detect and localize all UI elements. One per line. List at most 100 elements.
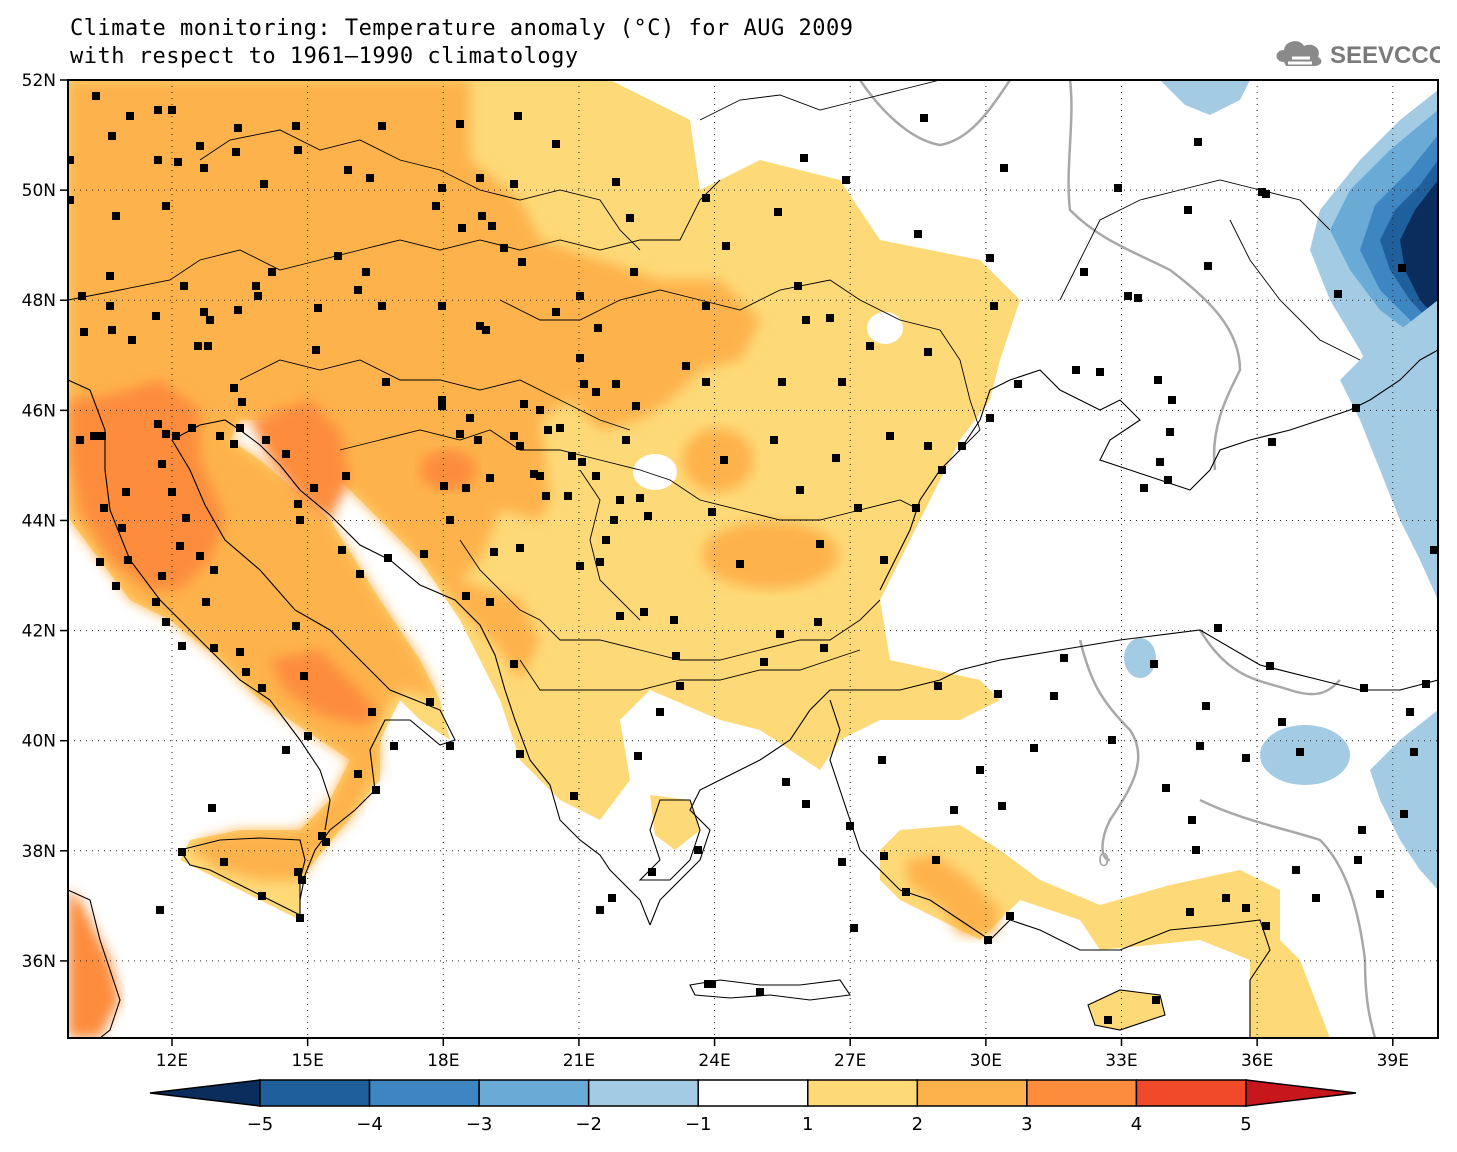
station-marker [420,550,428,558]
station-marker [446,742,454,750]
station-marker [756,988,764,996]
station-marker [542,492,550,500]
station-marker [458,224,466,232]
station-marker [1358,826,1366,834]
station-marker [1334,290,1342,298]
station-marker [354,286,362,294]
zero-contour-5 [1199,798,1377,1038]
station-marker [634,752,642,760]
station-marker [438,184,446,192]
station-marker [1268,438,1276,446]
seevccc-logo: SEEVCCC [1276,41,1440,69]
zero-contour-3 [1078,639,1140,862]
station-marker [636,494,644,502]
border-1 [68,179,721,301]
station-marker [162,202,170,210]
station-marker [382,378,390,386]
colorbar-segment [478,1079,590,1107]
station-marker [576,354,584,362]
station-marker [438,396,446,404]
station-marker [602,536,610,544]
lon-tick-label: 12E [156,1051,188,1071]
lat-tick-label: 44N [22,511,56,531]
station-marker [462,592,470,600]
anomaly-region-3-4-croatia [250,400,350,520]
station-marker [106,302,114,310]
station-marker [1006,912,1014,920]
station-marker [626,214,634,222]
station-marker [578,458,586,466]
zero-contour-2 [1067,80,1242,471]
station-marker [158,572,166,580]
station-marker [820,644,828,652]
station-marker [1204,262,1212,270]
station-marker [596,906,604,914]
anomaly-region-3-4-pannonia [420,450,476,490]
station-marker [152,598,160,606]
station-marker [372,786,380,794]
station-marker [446,516,454,524]
station-marker [616,496,624,504]
station-marker [958,442,966,450]
station-marker [720,456,728,464]
colorbar-segment [697,1079,809,1107]
colorbar-label: 4 [1131,1114,1142,1135]
station-marker [68,196,74,204]
station-marker [774,208,782,216]
station-marker [826,314,834,322]
station-marker [100,504,108,512]
station-marker [608,894,616,902]
station-marker [300,672,308,680]
station-marker [1108,736,1116,744]
station-marker [1376,890,1384,898]
station-marker [1168,396,1176,404]
lon-tick-label: 24E [698,1051,730,1071]
station-marker [154,156,162,164]
lat-tick-label: 38N [22,842,56,862]
station-marker [1166,428,1174,436]
station-marker [438,302,446,310]
station-marker [234,306,242,314]
border-3 [239,359,631,431]
station-marker [924,348,932,356]
station-marker [510,180,518,188]
station-marker [986,414,994,422]
station-marker [648,868,656,876]
station-marker [1242,754,1250,762]
colorbar-label: −5 [247,1114,274,1135]
anomaly-region-1-2-turkey [880,825,1330,1038]
station-marker [220,858,228,866]
station-marker [294,500,302,508]
station-marker [1430,546,1438,554]
station-marker [486,598,494,606]
anomaly-region-2-3 [68,80,760,880]
station-marker [1152,996,1160,1004]
station-marker [1410,748,1418,756]
station-marker [838,378,846,386]
station-marker [314,304,322,312]
station-marker [782,778,790,786]
station-marker [426,698,434,706]
station-marker [476,174,484,182]
station-marker [676,682,684,690]
colorbar-segment [807,1079,919,1107]
station-marker [1080,268,1088,276]
station-marker [258,892,266,900]
station-marker [462,484,470,492]
station-marker [242,668,250,676]
station-marker [112,212,120,220]
station-marker [238,398,246,406]
station-marker [196,552,204,560]
station-marker [516,442,524,450]
station-marker [254,292,262,300]
station-marker [118,524,126,532]
lat-axis: 36N 38N 40N 42N 44N 46N 48N 50N 52N [22,71,68,972]
coast-tunisia [68,889,121,1038]
lon-tick-label: 33E [1105,1051,1137,1071]
station-marker [162,618,170,626]
station-marker [672,652,680,660]
lon-tick-label: 18E [427,1051,459,1071]
coast-peloponnese [638,799,701,881]
station-marker [1014,380,1022,388]
station-marker [886,432,894,440]
